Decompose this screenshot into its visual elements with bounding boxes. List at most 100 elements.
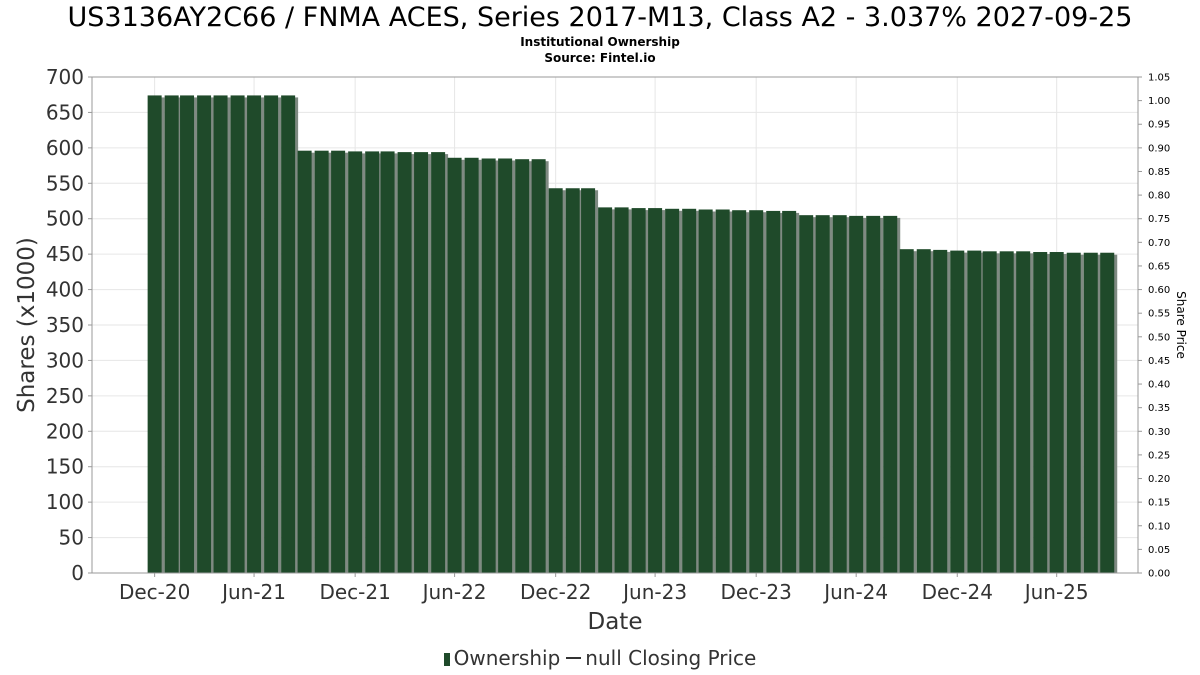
y-tick-label: 100: [46, 490, 84, 514]
bar: [815, 215, 830, 573]
bar: [648, 208, 663, 574]
bar: [414, 152, 429, 573]
legend-price-label: null Closing Price: [585, 646, 757, 670]
legend-ownership-swatch: [443, 653, 450, 666]
legend-price-swatch: [566, 657, 582, 659]
bar: [614, 207, 629, 573]
y-tick-label: 550: [46, 171, 84, 195]
bar: [883, 215, 898, 573]
bar: [899, 249, 914, 573]
y-tick-label: 250: [46, 384, 84, 408]
y-tick-label: 0: [71, 561, 84, 585]
y2-tick-label: 0.25: [1148, 450, 1170, 461]
x-tick-label: Jun-25: [1023, 580, 1089, 604]
bar: [247, 95, 262, 574]
y2-tick-label: 0.95: [1148, 120, 1170, 131]
bar: [782, 210, 797, 574]
y2-tick-label: 0.40: [1148, 380, 1170, 391]
y2-tick-label: 0.35: [1148, 403, 1170, 414]
y2-tick-label: 0.55: [1148, 309, 1170, 320]
x-tick-label: Jun-23: [621, 580, 687, 604]
y2-tick-label: 0.90: [1148, 143, 1170, 154]
bar: [916, 249, 931, 573]
bar: [1066, 252, 1081, 573]
bar: [581, 188, 596, 573]
y-tick-label: 700: [46, 65, 84, 89]
y-tick-label: 300: [46, 348, 84, 372]
bar: [548, 188, 563, 573]
chart-title: US3136AY2C66 / FNMA ACES, Series 2017-M1…: [67, 2, 1133, 33]
x-tick-label: Dec-24: [922, 580, 993, 604]
bar: [1049, 252, 1064, 573]
bar: [967, 250, 982, 573]
y2-axis-title: Share Price: [1174, 291, 1188, 359]
bar: [264, 95, 279, 574]
x-tick-label: Dec-20: [119, 580, 190, 604]
bar: [297, 150, 312, 574]
bar: [698, 209, 713, 573]
bar: [1100, 252, 1115, 573]
legend-ownership-label: Ownership: [453, 646, 561, 670]
y2-tick-label: 1.05: [1148, 73, 1170, 84]
bar: [464, 157, 479, 573]
y-tick-label: 150: [46, 455, 84, 479]
bar: [849, 215, 864, 573]
chart-legend: Ownership null Closing Price: [0, 646, 1200, 670]
y-axis-title: Shares (x1000): [14, 237, 40, 413]
y2-tick-label: 0.50: [1148, 332, 1170, 343]
bar: [799, 215, 814, 573]
x-tick-label: Jun-24: [822, 580, 888, 604]
y-tick-label: 450: [46, 242, 84, 266]
bar: [631, 208, 646, 574]
y2-tick-label: 1.00: [1148, 96, 1170, 107]
y2-tick-label: 0.70: [1148, 238, 1170, 249]
y2-tick-label: 0.60: [1148, 285, 1170, 296]
bar: [348, 151, 363, 573]
y2-tick-label: 0.75: [1148, 214, 1170, 225]
x-axis-title: Date: [588, 609, 643, 635]
bar: [431, 152, 446, 573]
y2-tick-label: 0.15: [1148, 498, 1170, 509]
bar: [950, 250, 965, 573]
bar: [498, 158, 513, 573]
bar: [982, 251, 997, 573]
bar: [1016, 251, 1031, 573]
chart-source: Source: Fintel.io: [544, 51, 656, 65]
bar: [732, 210, 747, 573]
bar: [832, 215, 847, 573]
y-tick-label: 500: [46, 207, 84, 231]
bar: [1083, 252, 1098, 573]
bar: [180, 95, 195, 574]
bar: [531, 159, 546, 574]
x-tick-label: Dec-21: [319, 580, 390, 604]
y2-tick-label: 0.20: [1148, 474, 1170, 485]
y-tick-label: 400: [46, 278, 84, 302]
y2-tick-label: 0.85: [1148, 167, 1170, 178]
y2-tick-label: 0.65: [1148, 261, 1170, 272]
x-tick-label: Jun-22: [421, 580, 487, 604]
bar: [365, 151, 380, 573]
y-tick-label: 200: [46, 419, 84, 443]
y2-tick-label: 0.30: [1148, 427, 1170, 438]
bar: [715, 209, 730, 573]
y2-tick-label: 0.05: [1148, 545, 1170, 556]
x-tick-label: Jun-21: [220, 580, 286, 604]
bar: [331, 150, 346, 574]
bar: [230, 95, 245, 574]
bar: [766, 210, 781, 574]
bar: [665, 208, 680, 573]
bar: [682, 208, 697, 573]
chart-subtitle: Institutional Ownership: [520, 35, 680, 49]
y2-tick-label: 0.10: [1148, 521, 1170, 532]
bar: [565, 188, 580, 573]
bar: [380, 151, 395, 573]
bar: [147, 95, 162, 574]
bar: [213, 95, 228, 574]
bar: [164, 95, 179, 574]
bar: [933, 249, 948, 574]
bar: [866, 215, 881, 573]
x-tick-label: Dec-22: [520, 580, 591, 604]
bar: [515, 159, 530, 574]
bar: [481, 158, 496, 573]
y2-tick-label: 0.45: [1148, 356, 1170, 367]
